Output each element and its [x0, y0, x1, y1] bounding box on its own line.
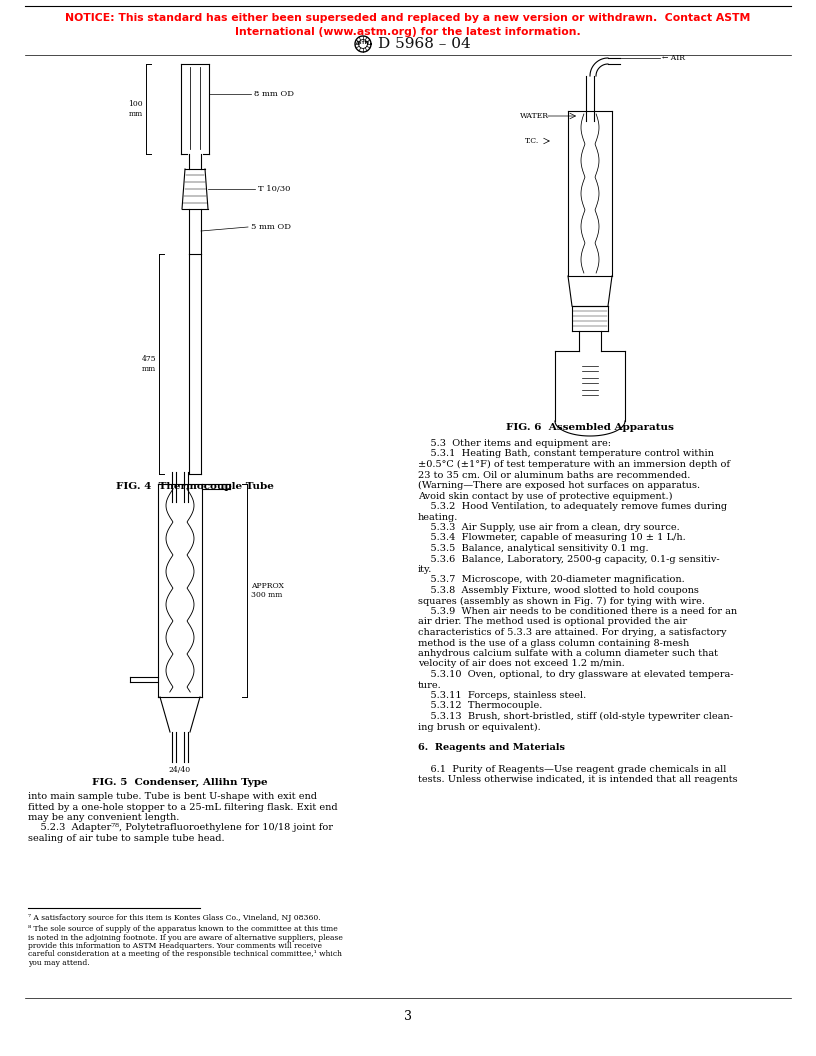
Text: 8 mm OD: 8 mm OD [254, 90, 294, 98]
Text: careful consideration at a meeting of the responsible technical committee,¹ whic: careful consideration at a meeting of th… [28, 950, 342, 959]
Text: velocity of air does not exceed 1.2 m/min.: velocity of air does not exceed 1.2 m/mi… [418, 660, 625, 668]
Text: FIG. 5  Condenser, Allihn Type: FIG. 5 Condenser, Allihn Type [92, 778, 268, 787]
Text: ⁷ A satisfactory source for this item is Kontes Glass Co., Vineland, NJ 08360.: ⁷ A satisfactory source for this item is… [28, 914, 321, 922]
Text: D 5968 – 04: D 5968 – 04 [378, 37, 471, 51]
Text: may be any convenient length.: may be any convenient length. [28, 813, 180, 822]
Text: 5.3.6  Balance, Laboratory, 2500-g capacity, 0.1-g sensitiv-: 5.3.6 Balance, Laboratory, 2500-g capaci… [418, 554, 720, 564]
Text: ⁸ The sole source of supply of the apparatus known to the committee at this time: ⁸ The sole source of supply of the appar… [28, 925, 338, 934]
Text: provide this information to ASTM Headquarters. Your comments will receive: provide this information to ASTM Headqua… [28, 942, 322, 950]
Text: International (www.astm.org) for the latest information.: International (www.astm.org) for the lat… [235, 27, 581, 37]
Text: 6.1  Purity of Reagents—Use reagent grade chemicals in all: 6.1 Purity of Reagents—Use reagent grade… [418, 765, 726, 773]
Text: 5.3.5  Balance, analytical sensitivity 0.1 mg.: 5.3.5 Balance, analytical sensitivity 0.… [418, 544, 649, 553]
Text: ture.: ture. [418, 680, 441, 690]
Text: WATER: WATER [520, 112, 549, 120]
Text: is noted in the adjoining footnote. If you are aware of alternative suppliers, p: is noted in the adjoining footnote. If y… [28, 934, 343, 942]
Text: 5.3.3  Air Supply, use air from a clean, dry source.: 5.3.3 Air Supply, use air from a clean, … [418, 523, 680, 532]
Text: fitted by a one-hole stopper to a 25-mL filtering flask. Exit end: fitted by a one-hole stopper to a 25-mL … [28, 803, 338, 811]
Text: 5.3.13  Brush, short-bristled, stiff (old-style typewriter clean-: 5.3.13 Brush, short-bristled, stiff (old… [418, 712, 733, 721]
Text: characteristics of 5.3.3 are attained. For drying, a satisfactory: characteristics of 5.3.3 are attained. F… [418, 628, 726, 637]
Text: tests. Unless otherwise indicated, it is intended that all reagents: tests. Unless otherwise indicated, it is… [418, 775, 738, 784]
Text: 5.3.4  Flowmeter, capable of measuring 10 ± 1 L/h.: 5.3.4 Flowmeter, capable of measuring 10… [418, 533, 685, 543]
Text: 5.3.2  Hood Ventilation, to adequately remove fumes during: 5.3.2 Hood Ventilation, to adequately re… [418, 502, 727, 511]
Text: Τ 10/30: Τ 10/30 [258, 185, 290, 193]
Text: 5.3  Other items and equipment are:: 5.3 Other items and equipment are: [418, 439, 611, 448]
Text: 5.3.10  Oven, optional, to dry glassware at elevated tempera-: 5.3.10 Oven, optional, to dry glassware … [418, 670, 734, 679]
Text: ← AIR: ← AIR [662, 54, 685, 62]
Text: 5.2.3  Adapter⁷⁸, Polytetrafluoroethylene for 10/18 joint for: 5.2.3 Adapter⁷⁸, Polytetrafluoroethylene… [28, 824, 333, 832]
Text: 5.3.7  Microscope, with 20-diameter magnification.: 5.3.7 Microscope, with 20-diameter magni… [418, 576, 685, 585]
Text: T.C.: T.C. [525, 137, 539, 145]
Text: 5.3.11  Forceps, stainless steel.: 5.3.11 Forceps, stainless steel. [418, 691, 586, 700]
Text: air drier. The method used is optional provided the air: air drier. The method used is optional p… [418, 618, 687, 626]
Text: 5.3.1  Heating Bath, constant temperature control within: 5.3.1 Heating Bath, constant temperature… [418, 450, 714, 458]
Text: ity.: ity. [418, 565, 432, 574]
Text: ASTM: ASTM [356, 41, 370, 45]
Text: FIG. 4  Thermocouple Tube: FIG. 4 Thermocouple Tube [116, 482, 274, 491]
Text: you may attend.: you may attend. [28, 959, 90, 967]
Text: 5.3.12  Thermocouple.: 5.3.12 Thermocouple. [418, 701, 543, 711]
Text: 475
mm: 475 mm [141, 356, 156, 373]
Text: 5.3.8  Assembly Fixture, wood slotted to hold coupons: 5.3.8 Assembly Fixture, wood slotted to … [418, 586, 698, 595]
Text: squares (assembly as shown in Fig. 7) for tying with wire.: squares (assembly as shown in Fig. 7) fo… [418, 597, 705, 606]
Text: 24/40: 24/40 [169, 766, 191, 774]
Text: 6.  Reagents and Materials: 6. Reagents and Materials [418, 743, 565, 753]
Text: 23 to 35 cm. Oil or aluminum baths are recommended.: 23 to 35 cm. Oil or aluminum baths are r… [418, 471, 690, 479]
Text: heating.: heating. [418, 512, 459, 522]
Text: APPROX
300 mm: APPROX 300 mm [251, 582, 284, 599]
Text: 5 mm OD: 5 mm OD [251, 223, 291, 231]
Text: NOTICE: This standard has either been superseded and replaced by a new version o: NOTICE: This standard has either been su… [65, 13, 751, 23]
Text: ±0.5°C (±1°F) of test temperature with an immersion depth of: ±0.5°C (±1°F) of test temperature with a… [418, 460, 730, 469]
Text: ing brush or equivalent).: ing brush or equivalent). [418, 722, 541, 732]
Text: FIG. 6  Assembled Apparatus: FIG. 6 Assembled Apparatus [506, 423, 674, 432]
Text: 5.3.9  When air needs to be conditioned there is a need for an: 5.3.9 When air needs to be conditioned t… [418, 607, 737, 616]
Text: sealing of air tube to sample tube head.: sealing of air tube to sample tube head. [28, 834, 224, 843]
Text: (Warning—There are exposed hot surfaces on apparatus.: (Warning—There are exposed hot surfaces … [418, 480, 700, 490]
Text: 100
mm: 100 mm [128, 100, 143, 117]
Text: anhydrous calcium sulfate with a column diameter such that: anhydrous calcium sulfate with a column … [418, 649, 718, 658]
Text: into main sample tube. Tube is bent U-shape with exit end: into main sample tube. Tube is bent U-sh… [28, 792, 317, 802]
Text: method is the use of a glass column containing 8-mesh: method is the use of a glass column cont… [418, 639, 690, 647]
Text: Avoid skin contact by use of protective equipment.): Avoid skin contact by use of protective … [418, 491, 672, 501]
Text: 3: 3 [404, 1010, 412, 1022]
